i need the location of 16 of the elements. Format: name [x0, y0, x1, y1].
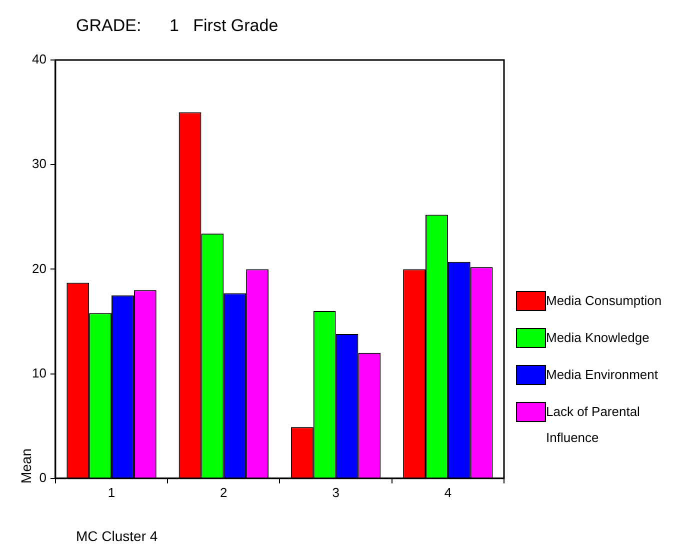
x-tick-label: 1 — [108, 484, 116, 500]
y-tick-label: 0 — [39, 470, 46, 485]
y-axis-title: Mean — [18, 447, 34, 486]
x-tick-label: 4 — [444, 484, 452, 500]
y-tick-label: 10 — [32, 365, 46, 380]
y-tick-label: 30 — [32, 156, 46, 172]
chart-title: GRADE: 1 First Grade — [76, 16, 278, 36]
x-tick-label: 2 — [220, 484, 228, 500]
legend-label: Media Environment — [546, 366, 659, 384]
x-axis-title: MC Cluster 4 — [76, 528, 158, 544]
y-tick-label: 20 — [32, 260, 46, 276]
legend-label: Lack of Parental Influence — [546, 403, 641, 447]
x-tick-label: 3 — [332, 484, 340, 500]
legend-label: Media Knowledge — [546, 329, 650, 347]
legend-label: Media Consumption — [546, 292, 663, 310]
y-tick-label: 40 — [32, 52, 46, 67]
